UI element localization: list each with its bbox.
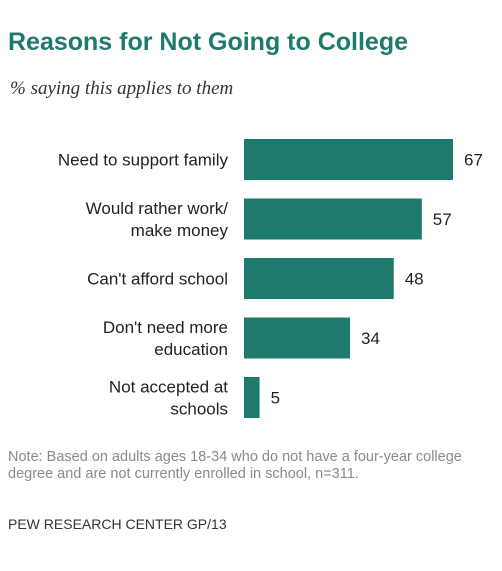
- chart-note: Note: Based on adults ages 18-34 who do …: [8, 449, 462, 482]
- bar-value-label-2: 48: [405, 270, 424, 289]
- bar-value-label-4: 5: [271, 389, 280, 408]
- category-label-1: Would rather work/make money: [86, 199, 229, 240]
- category-label-3: Don't need more education: [103, 318, 228, 359]
- bar-value-label-1: 57: [433, 210, 452, 229]
- bar-0: [244, 139, 453, 180]
- category-label-0: Need to support family: [58, 151, 229, 170]
- bar-value-label-3: 34: [361, 329, 380, 348]
- category-label-4: Not accepted at schools: [109, 378, 228, 419]
- bar-value-label-0: 67: [464, 151, 483, 170]
- bar-2: [244, 258, 394, 299]
- source-credit: PEW RESEARCH CENTER GP/13: [8, 516, 227, 532]
- chart-subtitle: % saying this applies to them: [10, 78, 234, 99]
- category-label-2: Can't afford school: [87, 270, 228, 289]
- bar-4: [244, 377, 260, 418]
- chart-title: Reasons for Not Going to College: [8, 28, 409, 56]
- bar-chart: 67 Need to support family 57 Would rather w…: [58, 139, 483, 419]
- bar-1: [244, 198, 422, 240]
- bar-3: [244, 317, 351, 359]
